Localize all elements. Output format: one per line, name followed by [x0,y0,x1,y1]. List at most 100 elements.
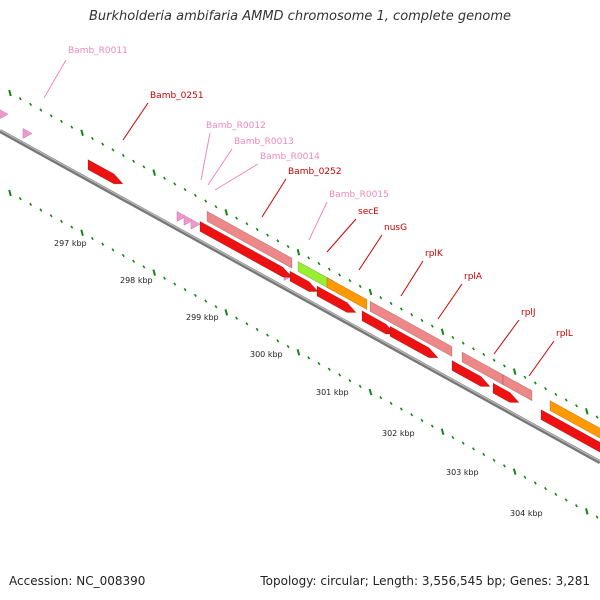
major-tick [224,309,229,316]
minor-tick [163,276,166,280]
minor-tick [327,267,331,271]
trna-bamb-r0013[interactable] [183,214,194,226]
gene-features[interactable] [0,109,600,453]
minor-tick [399,407,403,411]
gene-cds-b[interactable] [316,284,357,313]
gene-rpla[interactable] [389,324,439,359]
minor-tick [492,458,496,462]
minor-tick [554,392,558,396]
minor-tick [358,284,362,288]
major-tick [296,348,301,356]
minor-tick [18,197,22,201]
minor-tick [554,492,558,496]
minor-tick [18,97,22,101]
minor-tick [595,415,599,419]
gene-label-rplk: rplK [400,249,444,297]
minor-tick [142,165,146,169]
backbone-highlight [0,129,600,462]
kbp-label: 304 kbp [510,509,543,518]
minor-tick [111,148,115,152]
gene-label-rpll: rplL [528,329,573,377]
rna-bamb-0252[interactable] [206,209,293,269]
gene-rpll[interactable] [492,381,520,403]
svg-text:rplJ: rplJ [521,308,536,318]
gene-cds-right[interactable] [540,408,600,453]
trna-bamb-r0014[interactable] [190,218,201,230]
minor-tick [338,273,342,277]
accession-text: Accession: NC_008390 [9,574,146,588]
minor-tick [49,214,53,218]
minor-tick [317,361,321,366]
svg-text:secE: secE [358,207,379,217]
minor-tick [193,193,197,197]
gene-rplj[interactable] [451,359,491,387]
svg-text:rplK: rplK [425,249,444,259]
minor-tick [142,265,146,269]
minor-tick [575,404,578,408]
minor-tick [399,307,403,311]
minor-tick [286,344,290,349]
major-tick [8,89,12,97]
trna-bamb-r0011-b[interactable] [22,128,33,139]
minor-tick [430,424,434,428]
minor-tick [266,333,269,337]
gene-cds-a[interactable] [289,269,319,292]
kbp-label: 297 kbp [54,239,87,248]
map-title: Burkholderia ambifaria AMMD chromosome 1… [88,9,512,24]
minor-tick [389,401,393,406]
svg-text:Bamb_R0015: Bamb_R0015 [329,190,389,200]
major-tick [512,368,517,375]
minor-tick [70,225,74,229]
minor-tick [379,296,383,300]
minor-tick [235,316,239,320]
gene-orange-right[interactable] [549,399,600,444]
minor-tick [245,222,249,226]
minor-tick [121,153,125,158]
minor-tick [60,119,63,124]
gene-label-bamb-r0014: Bamb_R0014 [214,152,320,191]
minor-tick [472,447,475,451]
major-tick [80,229,84,237]
minor-tick [235,216,239,220]
gene-label-bamb-0252: Bamb_0252 [261,167,342,218]
backbone-line [0,129,600,464]
minor-tick [163,176,166,180]
chromosome-backbone [0,129,600,464]
minor-tick [29,202,33,207]
minor-tick [255,327,259,332]
minor-tick [595,515,599,519]
minor-tick [523,375,527,379]
trna-bamb-r0012[interactable] [176,211,187,222]
minor-tick [70,125,74,129]
gene-bamb-0252[interactable] [199,219,293,278]
minor-tick [132,159,136,163]
major-tick [368,288,373,296]
minor-tick [183,288,187,292]
svg-text:rplL: rplL [556,329,573,339]
svg-text:Bamb_0251: Bamb_0251 [150,91,204,101]
minor-tick [307,256,311,260]
minor-tick [358,384,362,388]
minor-tick [410,413,414,417]
rna-rpll[interactable] [502,373,533,402]
kbp-label: 300 kbp [250,350,283,359]
kbp-label: 301 kbp [316,388,349,397]
tick-marks [8,89,599,519]
major-tick [152,269,156,276]
gene-nusg[interactable] [326,276,368,311]
gene-label-rpla: rplA [437,272,483,320]
kbp-labels: 297 kbp 298 kbp 299 kbp 300 kbp 301 kbp 302 k… [54,239,543,518]
rna-rplk[interactable] [369,299,453,358]
trna-bamb-r0011-a[interactable] [0,109,9,119]
gene-label-rplj: rplJ [493,308,536,355]
minor-tick [245,322,249,326]
minor-tick [29,102,33,107]
gene-bamb-0251[interactable] [87,158,124,185]
minor-tick [121,253,125,258]
major-tick [440,328,445,336]
minor-tick [286,244,290,249]
major-tick [585,508,589,515]
minor-tick [183,188,187,192]
major-tick [8,189,12,197]
